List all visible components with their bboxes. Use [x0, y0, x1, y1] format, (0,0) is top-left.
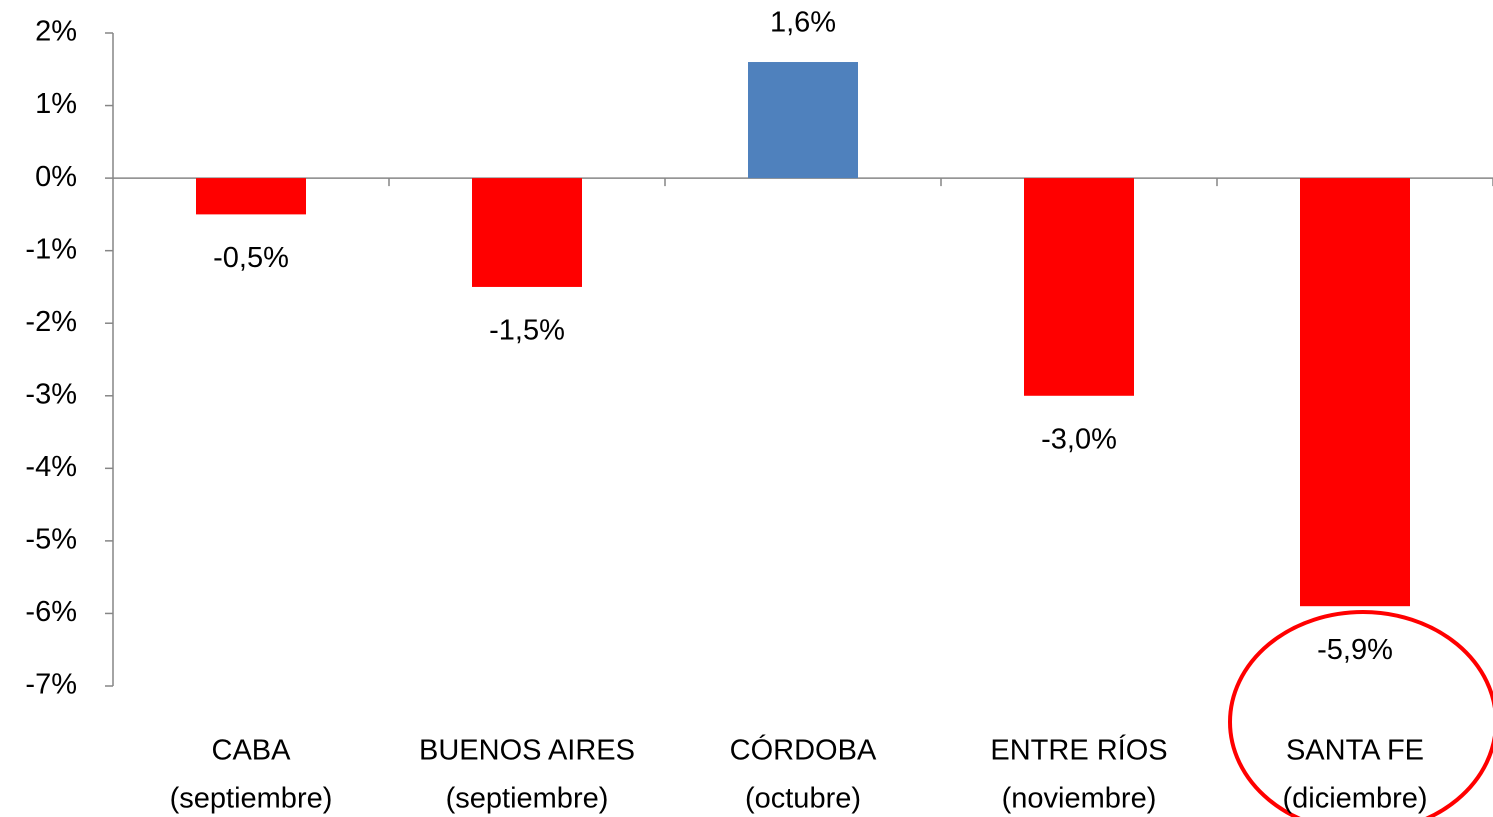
data-label: 1,6% [770, 7, 836, 39]
data-label: -0,5% [213, 242, 289, 274]
highlight-ellipse [1228, 610, 1493, 817]
x-tick-label: (septiembre) [170, 783, 333, 815]
y-tick-label: -3% [25, 378, 77, 410]
data-label: -1,5% [489, 315, 565, 347]
y-tick-label: 2% [35, 16, 77, 48]
y-tick-label: -7% [25, 669, 77, 701]
y-tick-label: -1% [25, 233, 77, 265]
x-tick-label: CABA [212, 735, 292, 767]
x-tick-label: (diciembre) [1282, 783, 1427, 815]
bar [748, 62, 858, 179]
y-tick-label: 1% [35, 88, 77, 120]
bar [1300, 178, 1410, 607]
x-tick-label: BUENOS AIRES [419, 735, 635, 767]
data-label: -5,9% [1317, 634, 1393, 666]
bar [472, 178, 582, 287]
x-tick-label: ENTRE RÍOS [990, 734, 1167, 767]
x-tick-label: SANTA FE [1286, 735, 1424, 767]
bar [196, 178, 306, 215]
x-tick-label: (noviembre) [1002, 783, 1157, 815]
x-tick-label: CÓRDOBA [730, 734, 877, 767]
y-tick-label: -5% [25, 524, 77, 556]
x-tick-label: (septiembre) [446, 783, 609, 815]
y-tick-label: -6% [25, 596, 77, 628]
x-tick-label: (octubre) [745, 783, 861, 815]
data-label: -3,0% [1041, 423, 1117, 455]
y-tick-label: -4% [25, 451, 77, 483]
bar [1024, 178, 1134, 396]
y-tick-label: 0% [35, 161, 77, 193]
y-tick-label: -2% [25, 306, 77, 338]
